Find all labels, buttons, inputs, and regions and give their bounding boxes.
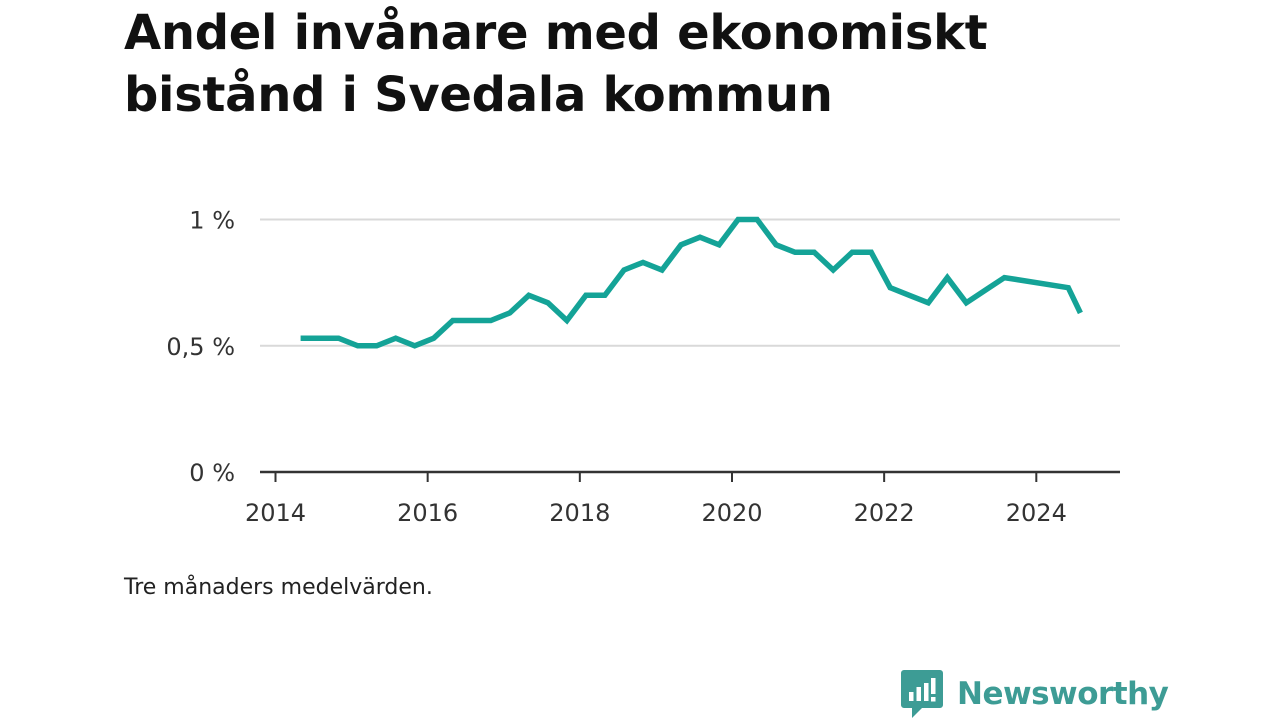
x-tick-label: 2020 [701, 499, 762, 527]
logo-text: Newsworthy [957, 676, 1169, 712]
bar-chart-speech-bubble-icon [901, 670, 943, 718]
x-tick-label: 2018 [549, 499, 610, 527]
series-line [300, 216, 1083, 349]
x-axis-tick-labels: 2014 2016 2018 2020 2022 2024 [245, 499, 1067, 527]
x-tick-label: 2022 [854, 499, 915, 527]
y-axis-tick-labels: 0 % 0,5 % 1 % [166, 207, 235, 488]
newsworthy-logo: Newsworthy [901, 670, 1169, 718]
chart-note: Tre månaders medelvärden. [124, 575, 433, 600]
y-tick-label: 0,5 % [166, 333, 235, 361]
x-tick-label: 2014 [245, 499, 306, 527]
gridlines [260, 218, 1120, 347]
chart-title: Andel invånare med ekonomiskt bistånd i … [124, 5, 988, 123]
y-tick-label: 0 % [189, 459, 235, 487]
series-layer [300, 216, 1083, 349]
x-tick-label: 2024 [1006, 499, 1067, 527]
x-tick-label: 2016 [397, 499, 458, 527]
x-axis [260, 470, 1120, 482]
y-tick-label: 1 % [189, 207, 235, 235]
